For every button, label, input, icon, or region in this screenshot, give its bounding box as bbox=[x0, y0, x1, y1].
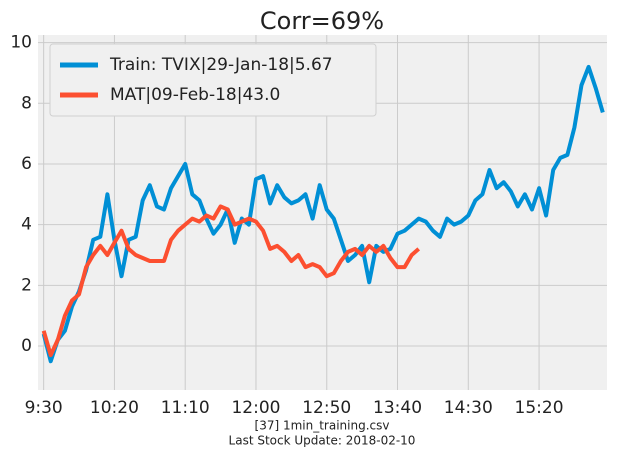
x-tick-label: 11:10 bbox=[161, 398, 210, 418]
y-tick-label: 10 bbox=[10, 33, 32, 53]
x-tick-label: 13:40 bbox=[373, 398, 422, 418]
legend-label: Train: TVIX|29-Jan-18|5.67 bbox=[109, 55, 333, 75]
x-tick-label: 10:20 bbox=[90, 398, 139, 418]
footer-line: [37] 1min_training.csv bbox=[255, 419, 390, 433]
legend-box bbox=[49, 43, 377, 117]
y-tick-label: 8 bbox=[21, 93, 32, 113]
chart-title: Corr=69% bbox=[260, 7, 384, 35]
y-tick-label: 0 bbox=[21, 336, 32, 356]
x-tick-label: 12:50 bbox=[302, 398, 351, 418]
y-tick-label: 6 bbox=[21, 154, 32, 174]
x-tick-label: 9:30 bbox=[25, 398, 63, 418]
series-line bbox=[41, 204, 421, 358]
series-line bbox=[41, 64, 605, 364]
x-tick-label: 14:30 bbox=[444, 398, 493, 418]
x-tick-label: 15:20 bbox=[515, 398, 564, 418]
y-tick-label: 4 bbox=[21, 215, 32, 235]
legend-label: MAT|09-Feb-18|43.0 bbox=[110, 85, 280, 105]
x-tick-label: 12:00 bbox=[231, 398, 280, 418]
footer-line: Last Stock Update: 2018-02-10 bbox=[229, 434, 416, 448]
y-tick-label: 2 bbox=[21, 275, 32, 295]
